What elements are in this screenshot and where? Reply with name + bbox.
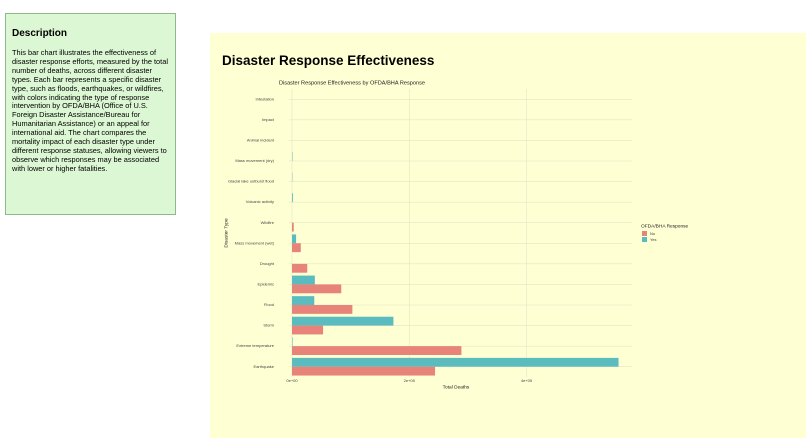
bar: [292, 296, 315, 305]
y-tick-label: Animal incident: [247, 137, 275, 142]
bar: [292, 263, 308, 273]
y-axis-title: Disaster Type: [223, 218, 229, 248]
chart-title: Disaster Response Effectiveness by OFDA/…: [279, 80, 425, 86]
bar: [292, 337, 293, 347]
y-tick-label: Mass movement (dry): [235, 158, 274, 163]
bar: [292, 305, 353, 314]
bar: [292, 284, 342, 294]
x-tick-label: 4e+05: [521, 378, 533, 383]
y-tick-label: Glacial lake outburst flood: [228, 179, 274, 184]
bar: [292, 316, 394, 326]
legend-label: No: [650, 231, 656, 236]
bar: [292, 193, 293, 203]
y-tick-label: Mass movement (wet): [235, 240, 275, 245]
y-tick-label: Flood: [264, 302, 274, 307]
description-title: Description: [12, 28, 68, 39]
x-tick-label: 0e+00: [286, 378, 298, 383]
bar: [292, 222, 294, 232]
y-tick-label: Extreme temperature: [236, 343, 274, 348]
x-axis-title: Total Deaths: [443, 384, 470, 390]
bar: [292, 243, 301, 253]
legend-label: Yes: [650, 237, 657, 242]
bar: [292, 366, 436, 376]
y-tick-label: Storm: [263, 323, 274, 328]
y-tick-label: Earthquake: [254, 364, 275, 369]
legend-swatch: [642, 231, 647, 236]
y-tick-label: Wildfire: [261, 220, 275, 225]
bar: [292, 325, 324, 335]
bar: [292, 357, 619, 367]
bar: [292, 234, 297, 244]
y-tick-label: Volcanic activity: [246, 199, 274, 204]
y-tick-label: Epidemic: [258, 281, 274, 286]
bar: [292, 346, 462, 355]
description-box: Description This bar chart illustrates t…: [5, 13, 176, 215]
legend-title: OFDA/BHA Response: [641, 223, 689, 229]
bar: [292, 275, 315, 285]
y-tick-label: Impact: [262, 117, 275, 122]
x-tick-label: 2e+05: [404, 378, 416, 383]
y-tick-label: Infestation: [256, 96, 274, 101]
page-title: Disaster Response Effectiveness: [222, 53, 435, 68]
y-tick-label: Drought: [260, 261, 275, 266]
legend-swatch: [642, 237, 647, 242]
description-text: This bar chart illustrates the effective…: [12, 48, 168, 173]
